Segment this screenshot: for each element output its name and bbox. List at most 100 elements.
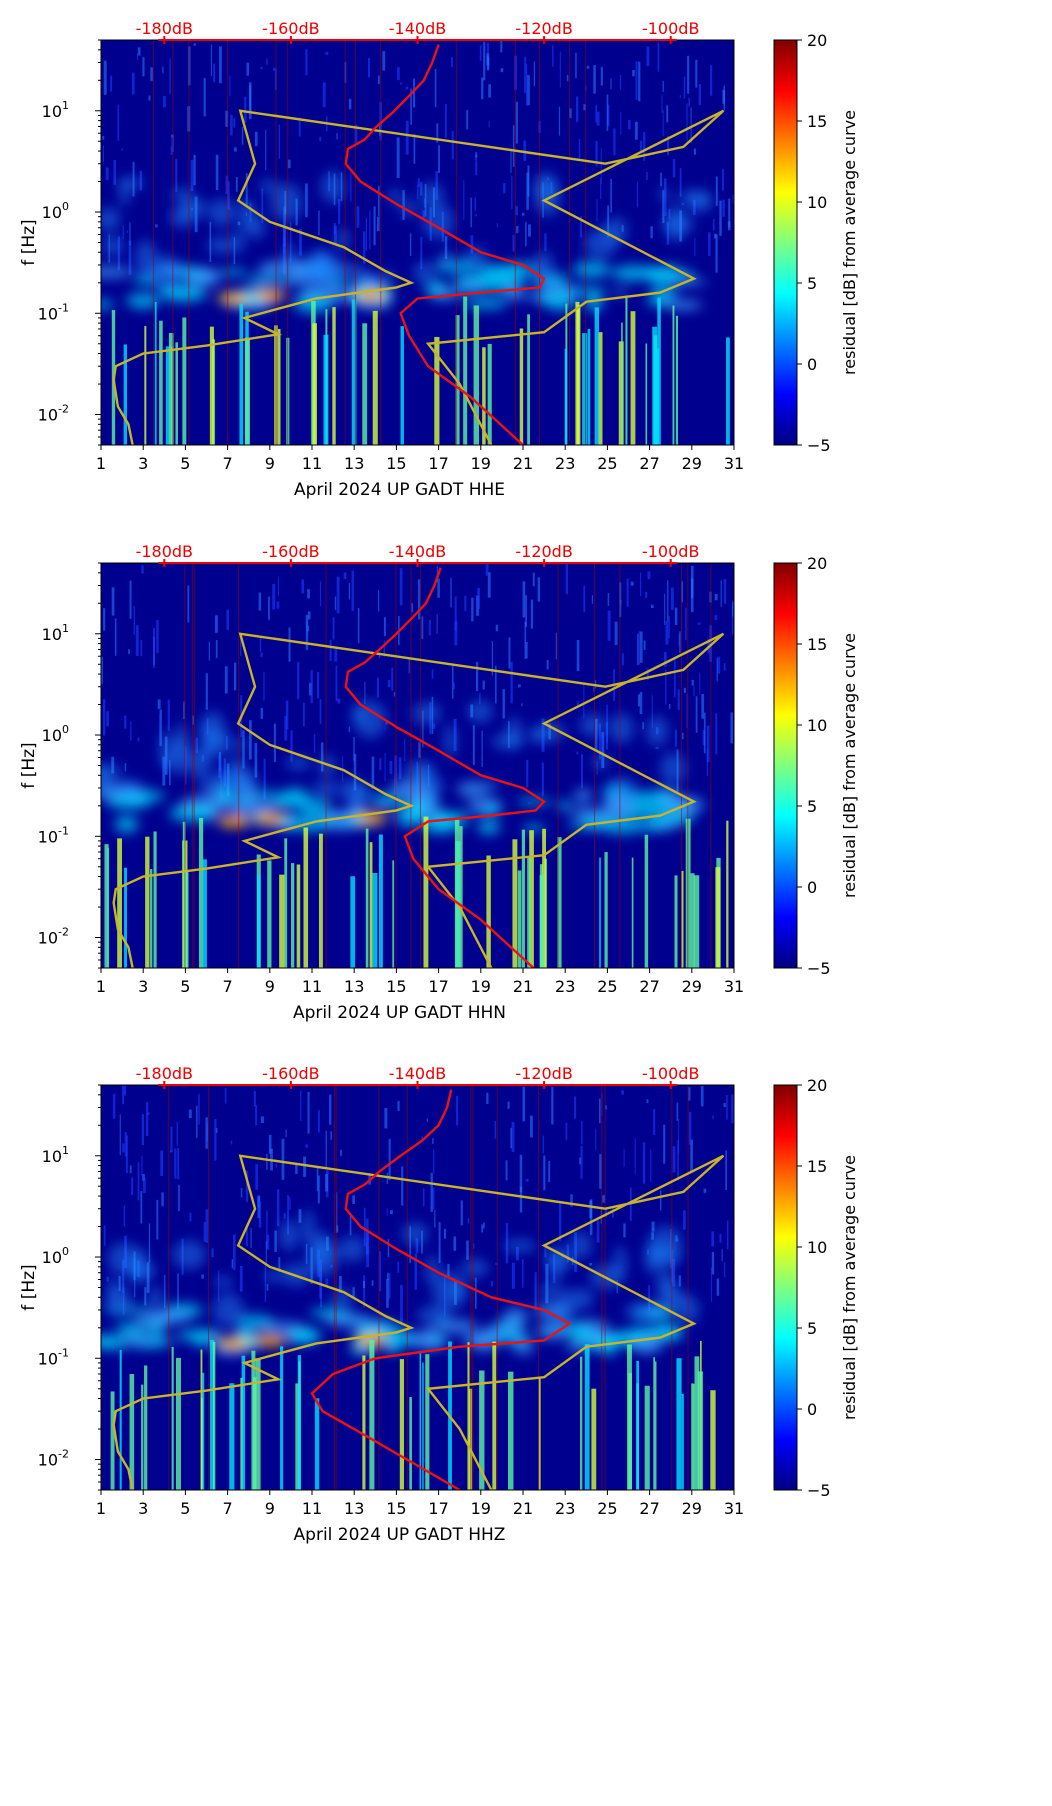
heatmap-streak [162,96,166,108]
x-tick-label: 29 [682,1499,702,1518]
heatmap-streak [161,1192,164,1207]
band-blob [606,777,638,804]
event-stripe [378,834,383,968]
heatmap-streak [672,1146,676,1173]
heatmap-streak [352,1195,355,1204]
band-blob [416,1306,450,1324]
heatmap-streak [537,577,541,602]
heatmap-streak [290,730,293,762]
event-stripe [244,337,250,445]
heatmap-streak [683,687,687,694]
heatmap-streak [601,733,605,747]
heatmap-streak [397,1261,400,1273]
x-tick-label: 29 [682,977,702,996]
y-tick-label: 100 [42,200,69,222]
heatmap-streak [123,1205,126,1227]
heatmap-streak [325,1130,327,1169]
heatmap-streak [438,145,440,174]
heatmap-streak [307,611,311,620]
colorbar-tick-label: −5 [807,959,831,978]
band-blob [381,273,394,281]
x-tick-label: 9 [265,454,275,473]
heatmap-streak [384,1107,388,1129]
heatmap-streak [558,1203,562,1242]
heatmap-streak [732,600,734,617]
heatmap-streak [703,1188,707,1193]
colorbar-label: residual [dB] from average curve [840,633,859,898]
event-stripe [675,315,679,445]
event-stripe [654,1361,657,1490]
heatmap-streak [666,221,670,245]
heatmap-streak [471,597,474,622]
heatmap-streak [668,615,670,639]
heatmap-streak [519,1186,523,1213]
x-tick-label: 7 [223,454,233,473]
heatmap-streak [723,1102,726,1108]
event-stripe [171,1346,174,1490]
band-blob [117,176,145,190]
heatmap-streak [129,222,131,246]
event-stripe [482,347,486,445]
event-stripe [314,1398,320,1490]
x-axis-label: April 2024 UP GADT HHN [293,1003,506,1023]
plot-background [101,1085,734,1490]
x-tick-label: 15 [386,454,406,473]
heatmap-streak [433,723,436,729]
event-stripe [392,860,395,968]
band-blob [667,204,685,243]
heatmap-streak [719,200,722,236]
heatmap-streak [599,1154,602,1189]
band-blob [528,726,546,744]
heatmap-streak [630,581,634,586]
heatmap-streak [672,158,676,178]
heatmap-streak [298,1209,302,1223]
heatmap-streak [307,589,310,599]
heatmap-streak [246,62,250,76]
heatmap-streak [178,1184,180,1212]
heatmap-streak [313,733,316,753]
x-tick-label: 19 [471,454,491,473]
heatmap-streak [451,130,454,160]
band-blob [444,724,457,759]
heatmap-streak [610,78,612,90]
heatmap-streak [215,615,218,633]
heatmap-streak [479,45,482,61]
heatmap-streak [589,1263,593,1266]
band-blob [389,1332,415,1347]
heatmap-streak [495,624,499,632]
x-tick-label: 3 [138,977,148,996]
heatmap-streak [124,1132,127,1157]
band-blob [126,292,161,309]
heatmap-streak [205,1209,209,1243]
heatmap-streak [103,60,107,95]
event-stripe [652,326,658,445]
heatmap-streak [250,1227,252,1249]
event-stripe [251,1350,256,1490]
heatmap-streak [240,638,242,656]
heatmap-streak [591,595,594,604]
heatmap-streak [278,1257,281,1272]
band-blob [584,292,604,312]
heatmap-streak [716,658,718,682]
heatmap-streak [295,1164,298,1175]
heatmap-streak [607,610,611,641]
heatmap-streak [715,234,718,273]
heatmap-streak [348,98,352,110]
colorbar-tick-label: 15 [807,112,827,131]
heatmap-streak [386,1208,388,1217]
heatmap-streak [636,181,639,208]
colorbar-label: residual [dB] from average curve [840,1155,859,1420]
heatmap-streak [607,104,610,126]
event-stripe [284,838,288,968]
heatmap-streak [316,672,320,699]
heatmap-streak [305,183,308,218]
heatmap-streak [266,1153,268,1170]
heatmap-streak [528,224,531,237]
heatmap-streak [714,233,717,239]
heatmap-streak [363,1275,366,1308]
event-stripe [587,329,591,445]
event-stripe [141,1384,144,1490]
heatmap-streak [287,159,291,169]
heatmap-streak [369,210,371,250]
